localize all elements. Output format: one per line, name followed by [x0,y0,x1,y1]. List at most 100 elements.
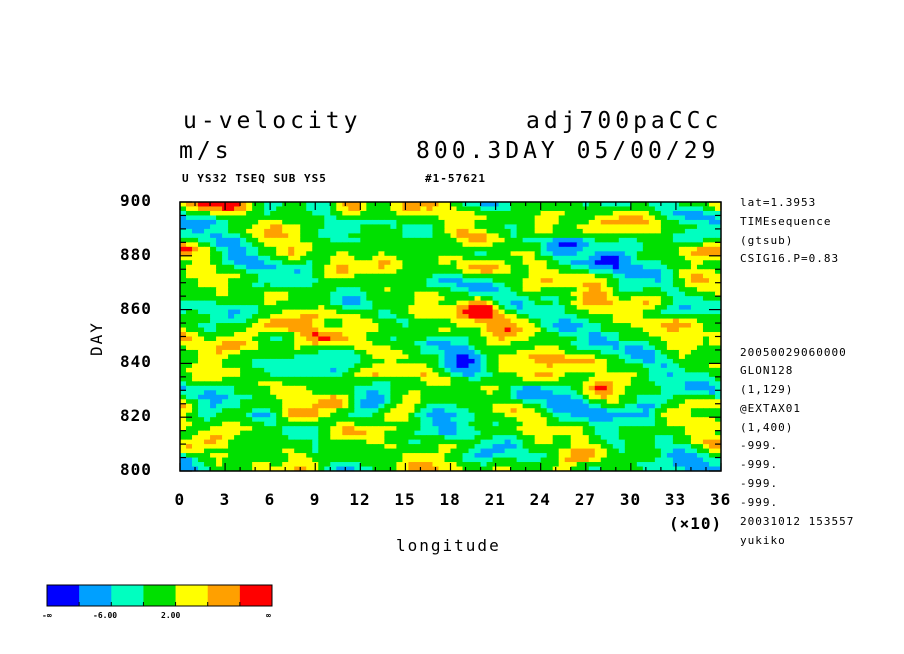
heatmap-cell [702,296,710,302]
heatmap-cell [480,273,488,279]
heatmap-cell [636,219,644,226]
heatmap-cell [426,278,434,284]
heatmap-cell [252,237,259,243]
heatmap-cell [660,273,668,279]
heatmap-cell [396,390,404,396]
heatmap-cell [474,327,482,333]
heatmap-cell [318,219,325,226]
heatmap-cell [258,399,265,405]
heatmap-cell [558,314,566,320]
heatmap-cell [690,287,698,293]
heatmap-cell [636,224,644,230]
heatmap-cell [384,237,391,243]
heatmap-cell [690,372,698,378]
heatmap-cell [252,372,259,378]
heatmap-cell [444,439,452,445]
heatmap-cell [510,363,518,369]
heatmap-cell [618,399,626,405]
heatmap-cell [354,421,361,427]
heatmap-cell [354,412,361,418]
heatmap-cell [216,242,223,248]
heatmap-cell [522,291,530,297]
heatmap-cell [186,237,193,243]
heatmap-cell [606,269,614,275]
heatmap-cell [330,336,337,342]
heatmap-cell [618,287,626,293]
heatmap-cell [552,318,560,324]
heatmap-cell [522,323,530,329]
heatmap-cell [522,210,530,217]
heatmap-cell [588,417,596,423]
heatmap-cell [408,367,416,373]
heatmap-cell [390,345,397,351]
heatmap-cell [246,264,253,270]
heatmap-cell [486,264,494,270]
heatmap-cell [564,269,572,275]
heatmap-cell [216,228,223,234]
heatmap-cell [336,287,343,293]
heatmap-cell [558,439,566,445]
heatmap-cell [684,430,692,436]
heatmap-cell [702,444,710,450]
heatmap-cell [594,363,602,369]
heatmap-cell [216,327,223,333]
heatmap-cell [204,354,211,360]
heatmap-cell [516,403,524,409]
heatmap-cell [324,394,331,400]
heatmap-cell [408,314,416,320]
heatmap-cell [528,367,536,373]
heatmap-cell [606,296,614,302]
heatmap-cell [402,237,410,243]
heatmap-cell [222,358,229,364]
heatmap-cell [228,210,235,217]
heatmap-cell [228,260,235,266]
heatmap-cell [612,291,620,297]
heatmap-cell [612,332,620,338]
heatmap-cell [462,255,470,261]
heatmap-cell [300,224,307,230]
heatmap-cell [228,296,235,302]
heatmap-cell [564,314,572,320]
heatmap-cell [492,444,500,450]
heatmap-cell [390,291,397,297]
heatmap-cell [684,202,692,208]
heatmap-cell [294,300,301,306]
heatmap-cell [684,237,692,243]
heatmap-cell [450,228,458,234]
heatmap-cell [210,202,217,208]
heatmap-cell [540,327,548,333]
heatmap-cell [462,242,470,248]
heatmap-cell [600,340,608,347]
heatmap-cell [324,385,331,391]
heatmap-cell [570,444,578,450]
heatmap-cell [696,430,704,436]
heatmap-cell [378,255,385,261]
heatmap-cell [552,296,560,302]
heatmap-cell [510,394,518,400]
heatmap-cell [414,421,422,427]
heatmap-cell [510,300,518,306]
heatmap-cell [186,224,193,230]
heatmap-cell [180,435,187,441]
heatmap-cell [240,228,247,234]
heatmap-cell [306,215,313,221]
heatmap-cell [606,367,614,373]
heatmap-cell [396,237,404,243]
heatmap-cell [186,448,193,454]
heatmap-cell [402,372,410,378]
heatmap-cell [336,237,343,243]
heatmap-cell [366,340,373,347]
heatmap-cell [618,376,626,382]
heatmap-cell [642,215,650,221]
heatmap-cell [276,269,283,275]
heatmap-cell [618,300,626,306]
heatmap-cell [684,403,692,409]
heatmap-cell [528,260,536,266]
heatmap-cell [252,448,259,454]
heatmap-cell [666,412,674,418]
heatmap-cell [324,390,331,396]
heatmap-cell [420,255,428,261]
heatmap-cell [672,314,680,320]
heatmap-cell [498,300,506,306]
heatmap-cell [198,273,205,279]
